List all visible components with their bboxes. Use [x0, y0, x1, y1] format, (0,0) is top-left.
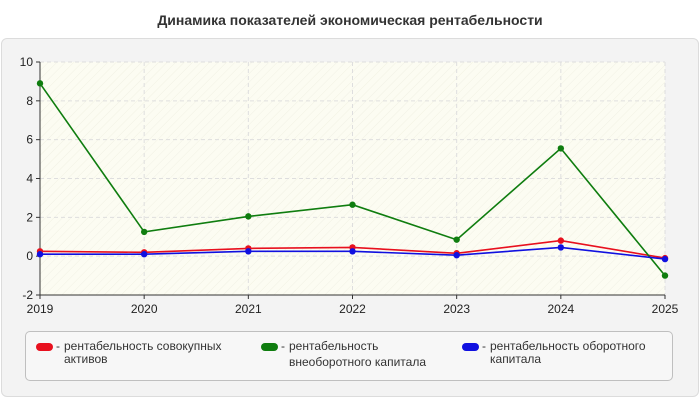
series-3-point [557, 244, 565, 251]
series-3-point [349, 248, 356, 255]
legend-swatch-green [261, 343, 278, 351]
y-tick-label: 6 [26, 133, 33, 147]
series-layer [36, 80, 669, 279]
series-2-point [36, 80, 44, 87]
x-tick-label: 2021 [235, 302, 262, 316]
series-3-point [36, 251, 44, 258]
x-tick-label: 2025 [652, 302, 679, 316]
legend-dash: - [56, 339, 60, 353]
legend-label: рентабельность оборотного капитала [490, 339, 646, 366]
legend-label: рентабельность внеоборотного капитала [289, 339, 426, 369]
legend-item-noncurrent-capital[interactable]: - рентабельность внеоборотного капитала [261, 340, 426, 369]
legend-dash: - [482, 339, 486, 353]
series-1-point [557, 237, 565, 244]
x-tick-label: 2023 [443, 302, 470, 316]
chart-title: Динамика показателей экономическая рента… [157, 12, 543, 28]
x-tick-label: 2020 [131, 302, 158, 316]
legend-item-working-capital[interactable]: - рентабельность оборотного капитала [462, 340, 646, 366]
y-tick-label: 4 [26, 172, 33, 186]
legend-swatch-red [36, 343, 53, 351]
series-2-point [245, 213, 252, 220]
series-3-point [245, 248, 252, 255]
legend-swatch-blue [462, 343, 479, 351]
x-tick-label: 2022 [339, 302, 366, 316]
legend-item-total-assets[interactable]: - рентабельность совокупных активов [36, 340, 222, 366]
legend: - рентабельность совокупных активов - рен… [25, 331, 673, 381]
grid-lines [40, 61, 666, 295]
y-tick-label: 8 [26, 94, 33, 108]
series-2-point [661, 272, 669, 279]
tick-labels: -2 0 2 4 6 8 10 2019 2020 2021 2022 2023 2024 2025 [20, 55, 679, 316]
legend-dash: - [281, 339, 285, 353]
x-tick-label: 2024 [547, 302, 574, 316]
y-tick-label: 2 [26, 210, 33, 224]
y-tick-label: 10 [20, 55, 34, 69]
series-3-point [140, 251, 148, 258]
series-3-point [453, 251, 460, 259]
axes [36, 61, 666, 299]
y-tick-label: -2 [22, 288, 33, 302]
legend-label: рентабельность совокупных активов [64, 339, 222, 366]
y-tick-label: 0 [26, 249, 33, 263]
series-2-point [453, 236, 460, 243]
x-tick-label: 2019 [27, 302, 54, 316]
series-2-point [557, 145, 565, 152]
series-2-point [349, 201, 356, 208]
series-3-point [661, 255, 669, 263]
series-2-point [140, 228, 148, 236]
